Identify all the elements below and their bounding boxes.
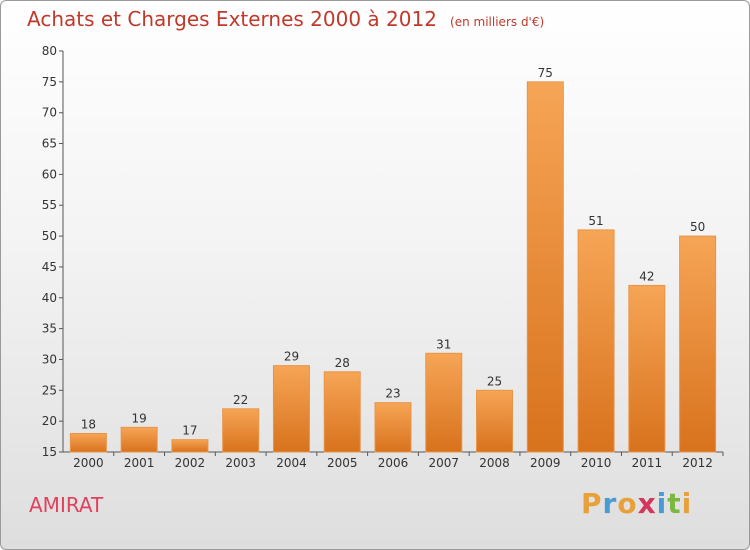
x-tick-label: 2008 <box>479 456 510 470</box>
bar <box>120 426 158 453</box>
data-label: 25 <box>487 374 502 388</box>
y-tick-label: 35 <box>42 322 57 336</box>
y-tick-label: 40 <box>42 291 57 305</box>
logo-letter: P <box>581 487 603 520</box>
bar <box>526 81 564 453</box>
x-tick-label: 2006 <box>378 456 409 470</box>
data-label: 18 <box>81 417 96 431</box>
y-tick-label: 65 <box>42 137 57 151</box>
data-label: 19 <box>132 411 147 425</box>
x-tick-label: 2000 <box>73 456 104 470</box>
x-tick-label: 2011 <box>632 456 663 470</box>
bar <box>476 389 514 453</box>
data-label: 51 <box>588 214 603 228</box>
y-tick-label: 55 <box>42 198 57 212</box>
data-label: 23 <box>385 387 400 401</box>
bar <box>577 229 615 453</box>
bar <box>374 402 412 453</box>
bar <box>222 408 260 453</box>
y-tick-label: 20 <box>42 414 57 428</box>
logo-letter: o <box>617 487 638 520</box>
bar <box>628 284 666 453</box>
bar <box>323 371 361 453</box>
x-tick-label: 2007 <box>428 456 459 470</box>
logo-letter: x <box>637 487 657 520</box>
y-tick-label: 45 <box>42 260 57 274</box>
y-tick-label: 80 <box>42 44 57 58</box>
x-tick-label: 2009 <box>530 456 561 470</box>
data-label: 31 <box>436 337 451 351</box>
data-label: 42 <box>639 269 654 283</box>
chart-subtitle: (en milliers d'€) <box>450 15 545 29</box>
x-tick-label: 2003 <box>225 456 256 470</box>
bar <box>425 352 463 453</box>
data-label: 29 <box>284 350 299 364</box>
y-tick-label: 75 <box>42 75 57 89</box>
x-tick-label: 2002 <box>175 456 206 470</box>
data-label: 22 <box>233 393 248 407</box>
bar <box>272 365 310 453</box>
x-tick-label: 2012 <box>682 456 713 470</box>
logo-letter: i <box>681 487 693 520</box>
data-label: 75 <box>538 66 553 80</box>
logo-letter: i <box>656 487 668 520</box>
data-label: 17 <box>182 424 197 438</box>
data-label: 50 <box>690 220 705 234</box>
title-line: Achats et Charges Externes 2000 à 2012 (… <box>27 7 544 31</box>
x-tick-label: 2004 <box>276 456 307 470</box>
y-tick-label: 30 <box>42 352 57 366</box>
bar <box>171 439 209 453</box>
x-tick-label: 2001 <box>124 456 155 470</box>
y-tick-label: 25 <box>42 383 57 397</box>
logo-letter: r <box>602 487 618 520</box>
commune-name: AMIRAT <box>29 493 104 517</box>
proxiti-logo: Proxiti <box>581 487 692 520</box>
y-tick-label: 70 <box>42 106 57 120</box>
x-tick-label: 2005 <box>327 456 358 470</box>
x-tick-label: 2010 <box>581 456 612 470</box>
y-tick-label: 15 <box>42 445 57 459</box>
y-tick-label: 60 <box>42 167 57 181</box>
data-label: 28 <box>335 356 350 370</box>
logo-letter: t <box>667 487 682 520</box>
y-tick-label: 50 <box>42 229 57 243</box>
bar <box>69 432 107 453</box>
bar <box>679 235 717 453</box>
chart-title: Achats et Charges Externes 2000 à 2012 <box>27 7 437 31</box>
